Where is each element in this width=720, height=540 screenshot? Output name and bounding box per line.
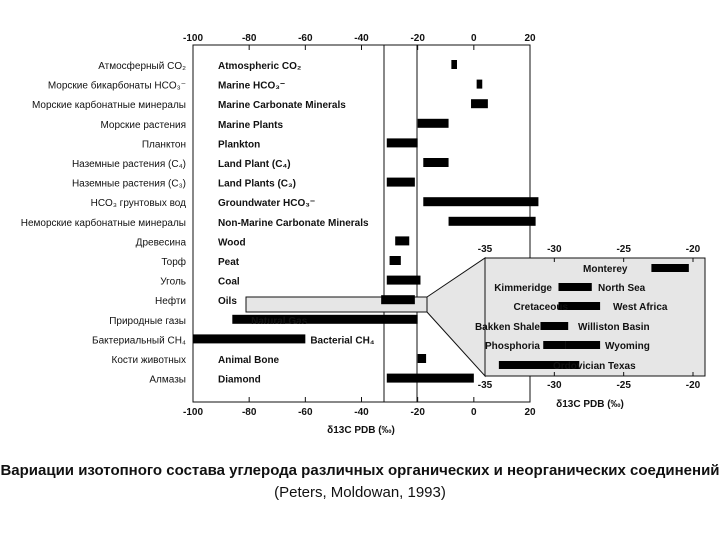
isotope-chart: -100 -100 -80 -80 -60 -60 -40 -40 -20 -20 0 0 20 20 δ1… xyxy=(21,33,706,436)
label-en-3: Marine Carbonate Minerals xyxy=(218,100,346,111)
x-tick-label-top: 0 xyxy=(471,33,477,44)
inset-tick-label-bottom: -25 xyxy=(616,380,631,391)
inset-bar-9 xyxy=(543,341,566,349)
x-tick-label-top: -100 xyxy=(183,33,203,44)
bar-13 xyxy=(381,295,415,305)
inset-label-4: West Africa xyxy=(613,302,668,313)
bar-9 xyxy=(448,216,536,226)
caption-text: Вариации изотопного состава углерода раз… xyxy=(0,462,720,479)
bar-6 xyxy=(423,158,449,167)
label-ru-6: Наземные растения (C₄) xyxy=(72,159,186,170)
inset-label-10: Ordovician Texas xyxy=(553,361,636,372)
x-tick-label-top: 20 xyxy=(524,33,536,44)
bar-11 xyxy=(389,256,401,265)
x-tick-label-bottom: -40 xyxy=(354,407,369,418)
inset-bar-4 xyxy=(579,302,601,310)
inset-label-3: Kimmeridge xyxy=(494,283,552,294)
label-en-9: Non-Marine Carbonate Minerals xyxy=(218,218,369,229)
inset-tick-label-top: -25 xyxy=(616,244,631,255)
label-en-8: Groundwater HCO₃⁻ xyxy=(218,198,315,209)
bar-16 xyxy=(417,354,427,363)
inset-plot-frame xyxy=(484,257,706,377)
inset-label-9: Phosphoria xyxy=(485,341,540,352)
label-ru-17: Алмазы xyxy=(149,375,186,386)
inset-bar-1 xyxy=(651,264,689,272)
x-tick-label-top: -20 xyxy=(410,33,425,44)
bar-5 xyxy=(386,138,418,148)
x-axis-title: δ13C PDB (‰) xyxy=(327,425,395,436)
bar-4 xyxy=(417,118,449,128)
x-tick-label-bottom: 0 xyxy=(471,407,477,418)
label-ru-1: Атмосферный CO₂ xyxy=(98,60,186,72)
label-ru-8: HCO₃ грунтовых вод xyxy=(91,198,187,209)
inset-label-6: Williston Basin xyxy=(578,322,650,333)
bar-10 xyxy=(395,236,410,246)
inset-tick-label-top: -30 xyxy=(547,244,562,255)
inset-tick-label-bottom: -35 xyxy=(478,380,493,391)
inset-connector xyxy=(426,257,486,378)
caption-citation: (Peters, Moldowan, 1993) xyxy=(274,484,446,501)
inset-label-7: Bakken Shale xyxy=(475,322,540,333)
label-en-16: Animal Bone xyxy=(218,355,280,366)
inset-x-axis-title: δ13C PDB (‰) xyxy=(556,399,624,410)
bar-2 xyxy=(476,79,483,89)
bar-12 xyxy=(386,275,421,285)
label-en-7: Land Plants (C₃) xyxy=(218,179,296,190)
label-en-15: Bacterial CH₄ xyxy=(310,335,374,346)
inset-bar-10 xyxy=(498,361,580,369)
bar-14 xyxy=(232,314,418,324)
inset-tick-label-bottom: -30 xyxy=(547,380,562,391)
label-ru-13: Нефти xyxy=(155,295,186,307)
inset-tick-label-top: -20 xyxy=(686,244,701,255)
x-tick-label-bottom: -20 xyxy=(410,407,425,418)
inset-bar-7 xyxy=(543,322,565,330)
bar-7 xyxy=(386,177,415,187)
label-ru-12: Уголь xyxy=(160,277,186,288)
inset-bar-8 xyxy=(565,341,601,349)
label-ru-16: Кости животных xyxy=(112,355,186,366)
label-ru-9: Неморские карбонатные минералы xyxy=(21,217,186,229)
inset-label-8: Wyoming xyxy=(605,341,650,352)
label-ru-14: Природные газы xyxy=(109,316,186,327)
label-en-1: Atmospheric CO₂ xyxy=(218,61,301,72)
label-en-11: Peat xyxy=(218,257,240,268)
x-tick-label-top: -80 xyxy=(242,33,257,44)
label-en-14: Natural Gas xyxy=(251,316,308,327)
x-tick-label-bottom: 20 xyxy=(524,407,536,418)
label-en-2: Marine HCO₃⁻ xyxy=(218,81,285,92)
label-en-13: Oils xyxy=(218,296,237,307)
x-tick-label-bottom: -100 xyxy=(183,407,203,418)
bar-17 xyxy=(386,373,474,383)
label-en-6: Land Plant (C₄) xyxy=(218,159,291,170)
label-en-12: Coal xyxy=(218,277,240,288)
bar-3 xyxy=(471,99,488,109)
inset-tick-label-top: -35 xyxy=(478,244,493,255)
label-ru-3: Морские карбонатные минералы xyxy=(32,99,186,111)
inset-bar-5 xyxy=(558,302,585,310)
label-ru-15: Бактериальный CH₄ xyxy=(92,335,186,346)
inset-bar-3 xyxy=(558,283,583,291)
x-tick-label-bottom: -80 xyxy=(242,407,257,418)
label-ru-10: Древесина xyxy=(136,237,187,248)
x-tick-label-bottom: -60 xyxy=(298,407,313,418)
inset-label-2: North Sea xyxy=(598,283,646,294)
label-ru-4: Морские растения xyxy=(100,120,186,131)
inset-tick-label-bottom: -20 xyxy=(686,380,701,391)
x-tick-label-top: -40 xyxy=(354,33,369,44)
figure-caption: Вариации изотопного состава углерода раз… xyxy=(0,460,720,504)
label-en-17: Diamond xyxy=(218,375,261,386)
label-ru-2: Морские бикарбонаты HCO₃⁻ xyxy=(48,80,186,92)
inset-label-5: Cretaceous xyxy=(514,302,569,313)
label-ru-7: Наземные растения (C₃) xyxy=(72,179,186,190)
bar-15 xyxy=(193,334,306,344)
bar-8 xyxy=(423,197,539,207)
label-en-4: Marine Plants xyxy=(218,120,283,131)
bar-1 xyxy=(451,60,457,69)
inset-label-1: Monterey xyxy=(583,264,628,275)
label-ru-11: Торф xyxy=(161,256,186,268)
label-en-10: Wood xyxy=(218,237,246,248)
label-en-5: Plankton xyxy=(218,139,260,150)
label-ru-5: Планктон xyxy=(142,139,186,150)
x-tick-label-top: -60 xyxy=(298,33,313,44)
